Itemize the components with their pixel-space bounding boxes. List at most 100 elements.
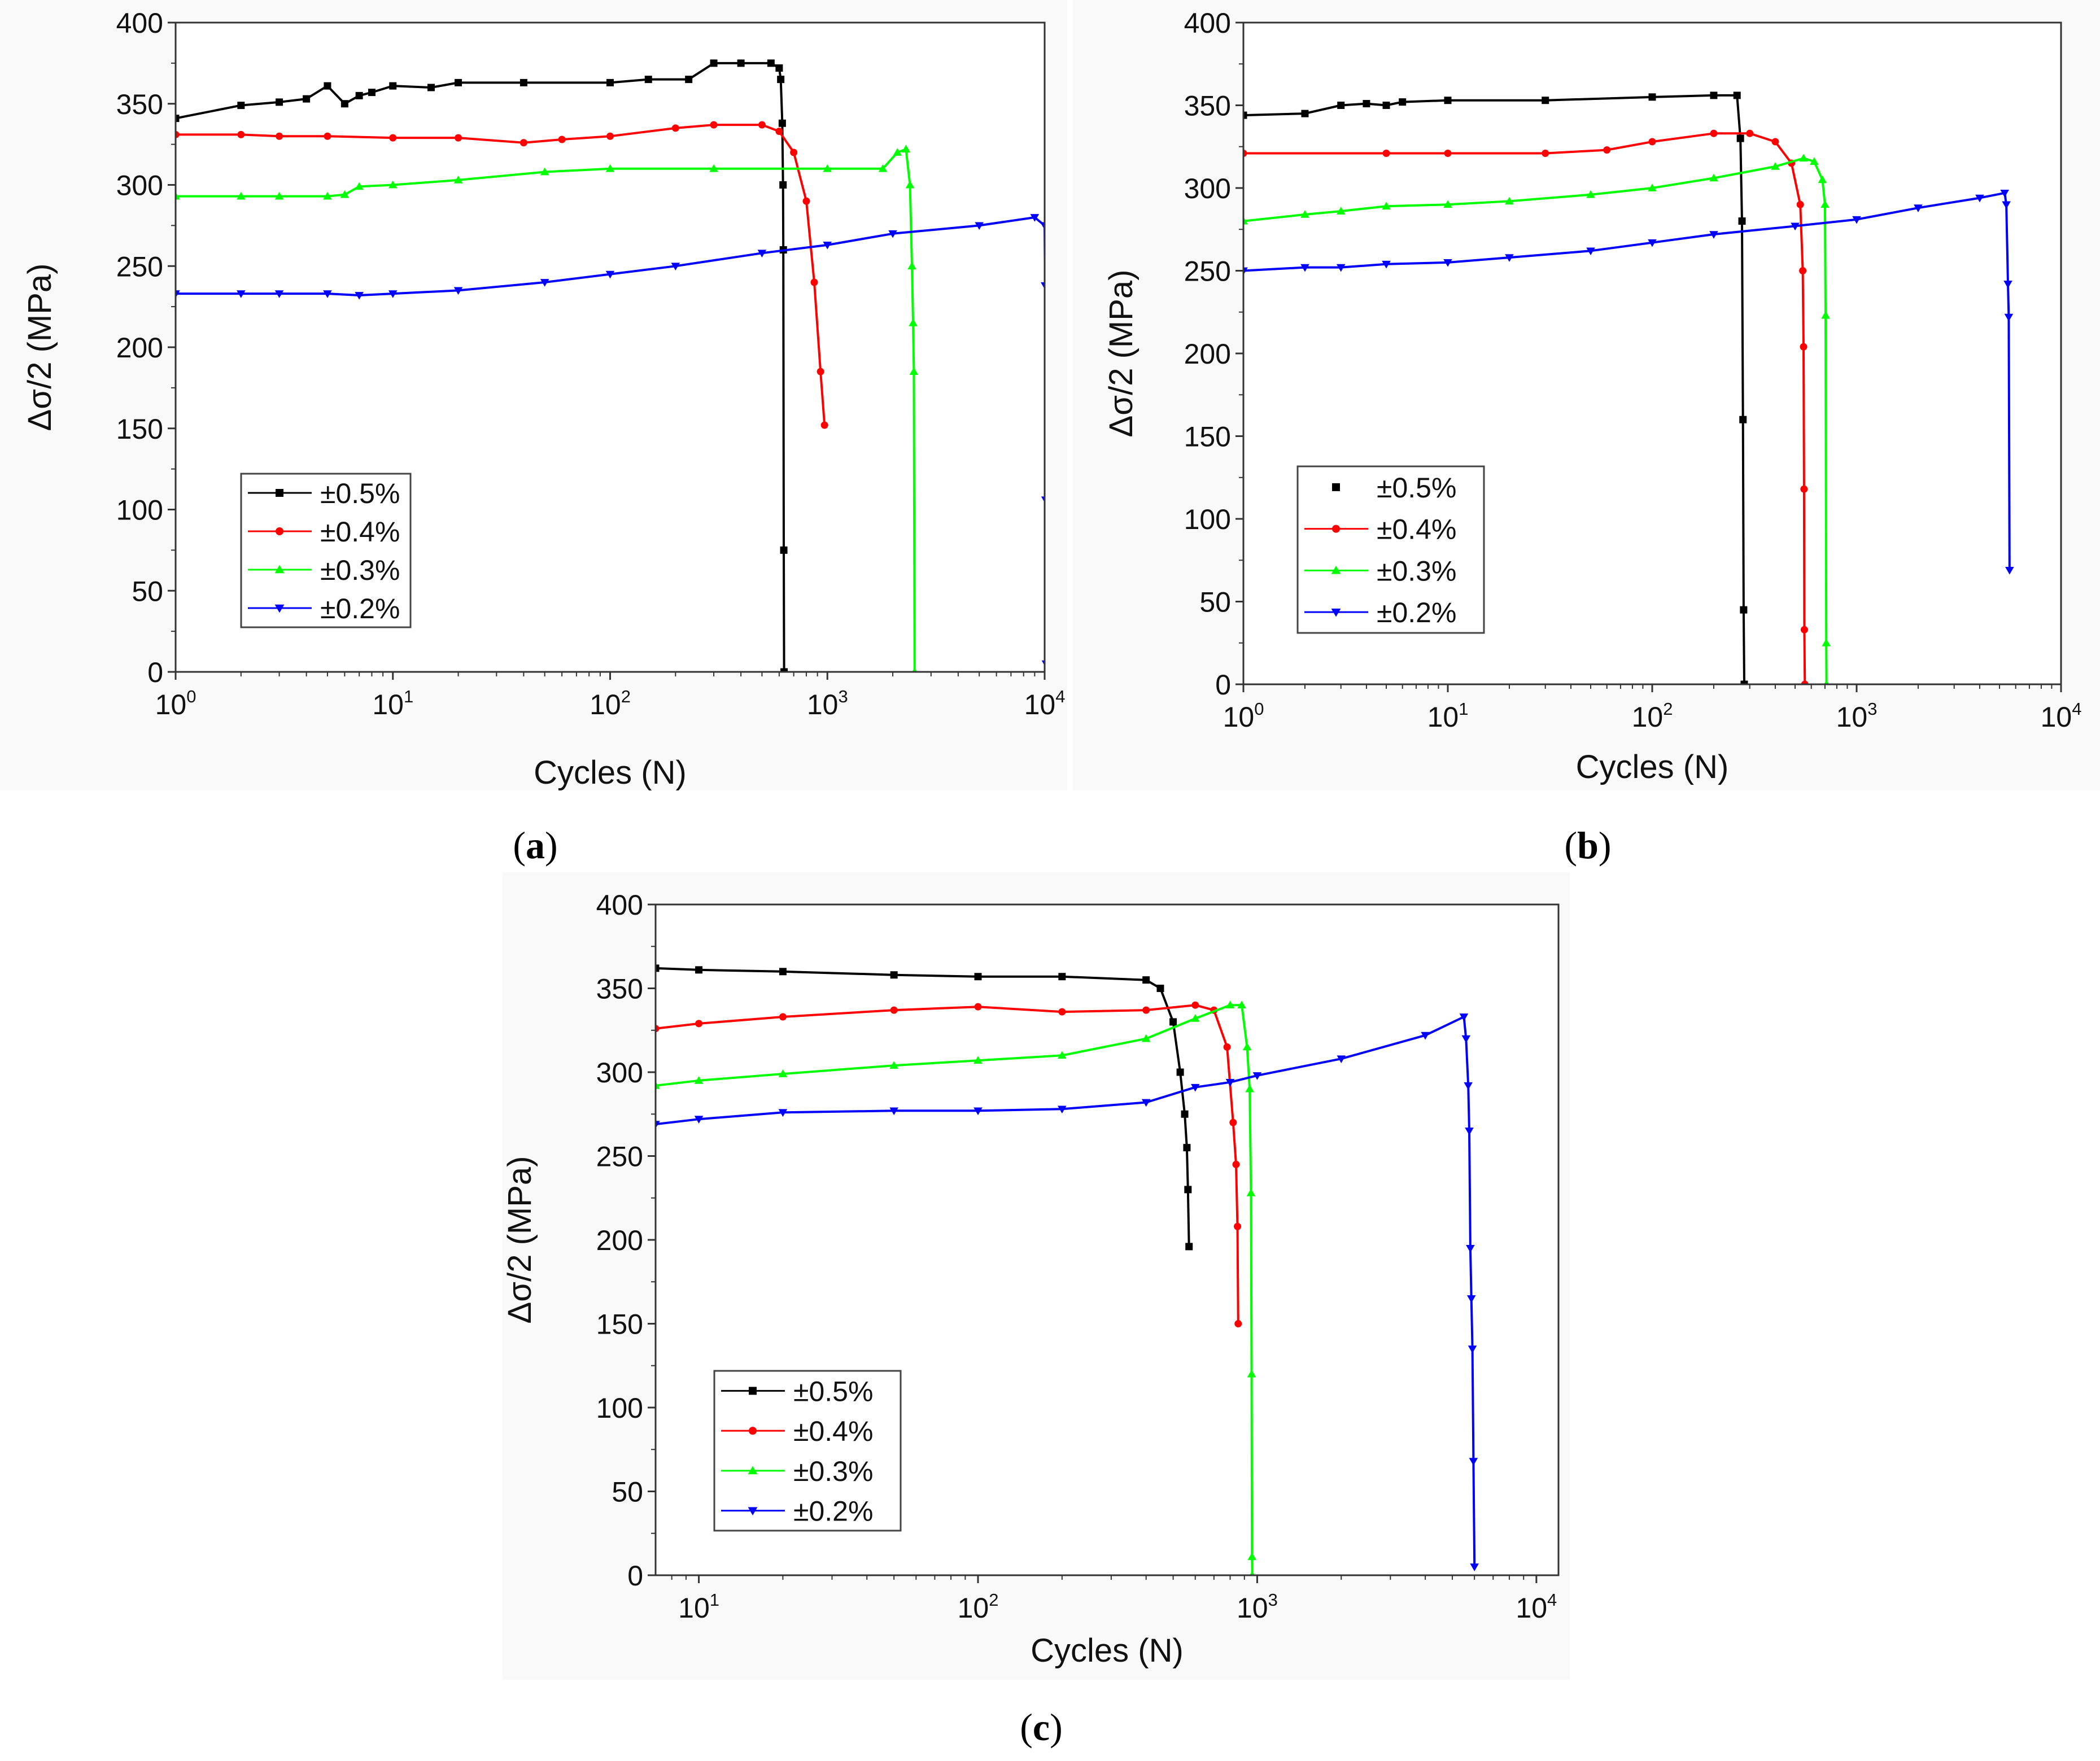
data-point xyxy=(1234,1222,1242,1230)
legend-box xyxy=(240,473,412,628)
data-point xyxy=(1190,1083,1200,1092)
data-point xyxy=(1470,1563,1479,1571)
legend-marker xyxy=(749,1427,757,1435)
data-point xyxy=(1469,1458,1478,1466)
data-point xyxy=(1739,416,1747,423)
series-line xyxy=(1243,94,1745,684)
legend-label: ±0.3% xyxy=(320,554,400,586)
data-point xyxy=(1443,200,1452,208)
y-tick-label: 300 xyxy=(596,1057,643,1089)
x-tick-exponent: 1 xyxy=(1459,699,1468,719)
data-point xyxy=(368,89,376,97)
data-point xyxy=(303,95,311,103)
data-point xyxy=(1505,196,1514,205)
data-point xyxy=(1245,1084,1254,1093)
y-tick-label: 0 xyxy=(1215,669,1231,701)
data-point xyxy=(820,421,828,429)
data-point xyxy=(1243,149,1247,157)
data-point xyxy=(1184,1186,1192,1194)
y-tick-label: 350 xyxy=(596,973,643,1005)
legend-label: ±0.3% xyxy=(1377,555,1456,587)
data-point xyxy=(1799,154,1808,162)
series-line xyxy=(656,967,1190,1247)
data-point xyxy=(1821,311,1830,319)
x-axis-label: Cycles (N) xyxy=(1576,749,1729,785)
data-point xyxy=(1459,1013,1469,1021)
series-±0.2% xyxy=(656,1013,1479,1571)
legend-marker xyxy=(276,489,283,497)
data-point xyxy=(1382,149,1390,157)
data-point xyxy=(274,191,284,200)
data-point xyxy=(1710,91,1718,99)
data-point xyxy=(1234,1320,1242,1327)
data-point xyxy=(1444,149,1452,157)
x-tick-exponent: 0 xyxy=(186,687,196,706)
y-axis-label: Δσ/2 (MPa) xyxy=(501,1156,538,1324)
data-point xyxy=(1300,210,1309,218)
series-group xyxy=(1243,91,2014,684)
data-point xyxy=(1466,1295,1476,1303)
legend-label: ±0.4% xyxy=(1377,514,1456,545)
series-±0.2% xyxy=(1243,189,2014,575)
y-tick-label: 100 xyxy=(1184,504,1231,535)
data-point xyxy=(1852,216,1861,224)
data-point xyxy=(323,191,332,200)
legend-marker xyxy=(749,1387,757,1395)
x-tick-base: 10 xyxy=(155,689,187,720)
x-tick-label: 104 xyxy=(1024,687,1066,720)
data-point xyxy=(671,263,680,271)
data-point xyxy=(176,130,180,138)
data-point xyxy=(2003,281,2012,289)
y-tick-label: 250 xyxy=(116,251,163,282)
data-point xyxy=(324,82,331,90)
data-point xyxy=(1738,217,1746,225)
data-point xyxy=(2000,189,2009,198)
data-point xyxy=(1542,149,1549,157)
data-point xyxy=(455,134,462,142)
data-point xyxy=(1771,162,1780,170)
data-point xyxy=(1736,134,1744,142)
data-point xyxy=(1243,111,1247,119)
x-tick-exponent: 2 xyxy=(989,1590,998,1610)
data-point xyxy=(1142,976,1150,984)
legend-label: ±0.3% xyxy=(793,1456,873,1487)
data-point xyxy=(1232,1160,1240,1168)
data-point xyxy=(685,76,693,84)
legend-label: ±0.2% xyxy=(1377,597,1456,628)
data-point xyxy=(1466,1245,1475,1253)
y-tick-label: 150 xyxy=(1184,421,1231,453)
x-tick-exponent: 4 xyxy=(1547,1590,1557,1610)
data-point xyxy=(1709,173,1718,182)
data-point xyxy=(1225,1078,1235,1087)
data-point xyxy=(767,59,775,67)
legend-label: ±0.2% xyxy=(320,593,400,624)
data-point xyxy=(558,136,566,143)
data-point xyxy=(778,119,786,127)
x-tick-exponent: 0 xyxy=(1254,699,1264,719)
data-point xyxy=(1586,247,1595,256)
y-tick-label: 400 xyxy=(116,7,163,39)
x-tick-label: 100 xyxy=(1223,699,1264,733)
x-tick-base: 10 xyxy=(1024,689,1056,720)
data-point xyxy=(2002,201,2011,209)
x-tick-base: 10 xyxy=(1632,701,1664,733)
data-point xyxy=(656,1121,660,1129)
data-point xyxy=(780,668,788,672)
x-tick-base: 10 xyxy=(1516,1592,1547,1624)
data-point xyxy=(1225,1000,1235,1009)
y-tick-label: 350 xyxy=(116,89,163,120)
data-point xyxy=(1141,1034,1151,1042)
data-point xyxy=(427,84,435,91)
y-tick-label: 0 xyxy=(627,1560,643,1592)
series-line xyxy=(1243,132,1806,684)
data-point xyxy=(1822,638,1831,646)
legend-marker xyxy=(274,604,285,613)
data-point xyxy=(1771,138,1779,146)
data-point xyxy=(1468,1345,1477,1353)
x-tick-exponent: 3 xyxy=(1867,699,1877,719)
data-point xyxy=(324,132,331,140)
data-point xyxy=(1421,1032,1430,1040)
x-tick-label: 102 xyxy=(958,1590,999,1624)
data-point xyxy=(671,124,679,132)
